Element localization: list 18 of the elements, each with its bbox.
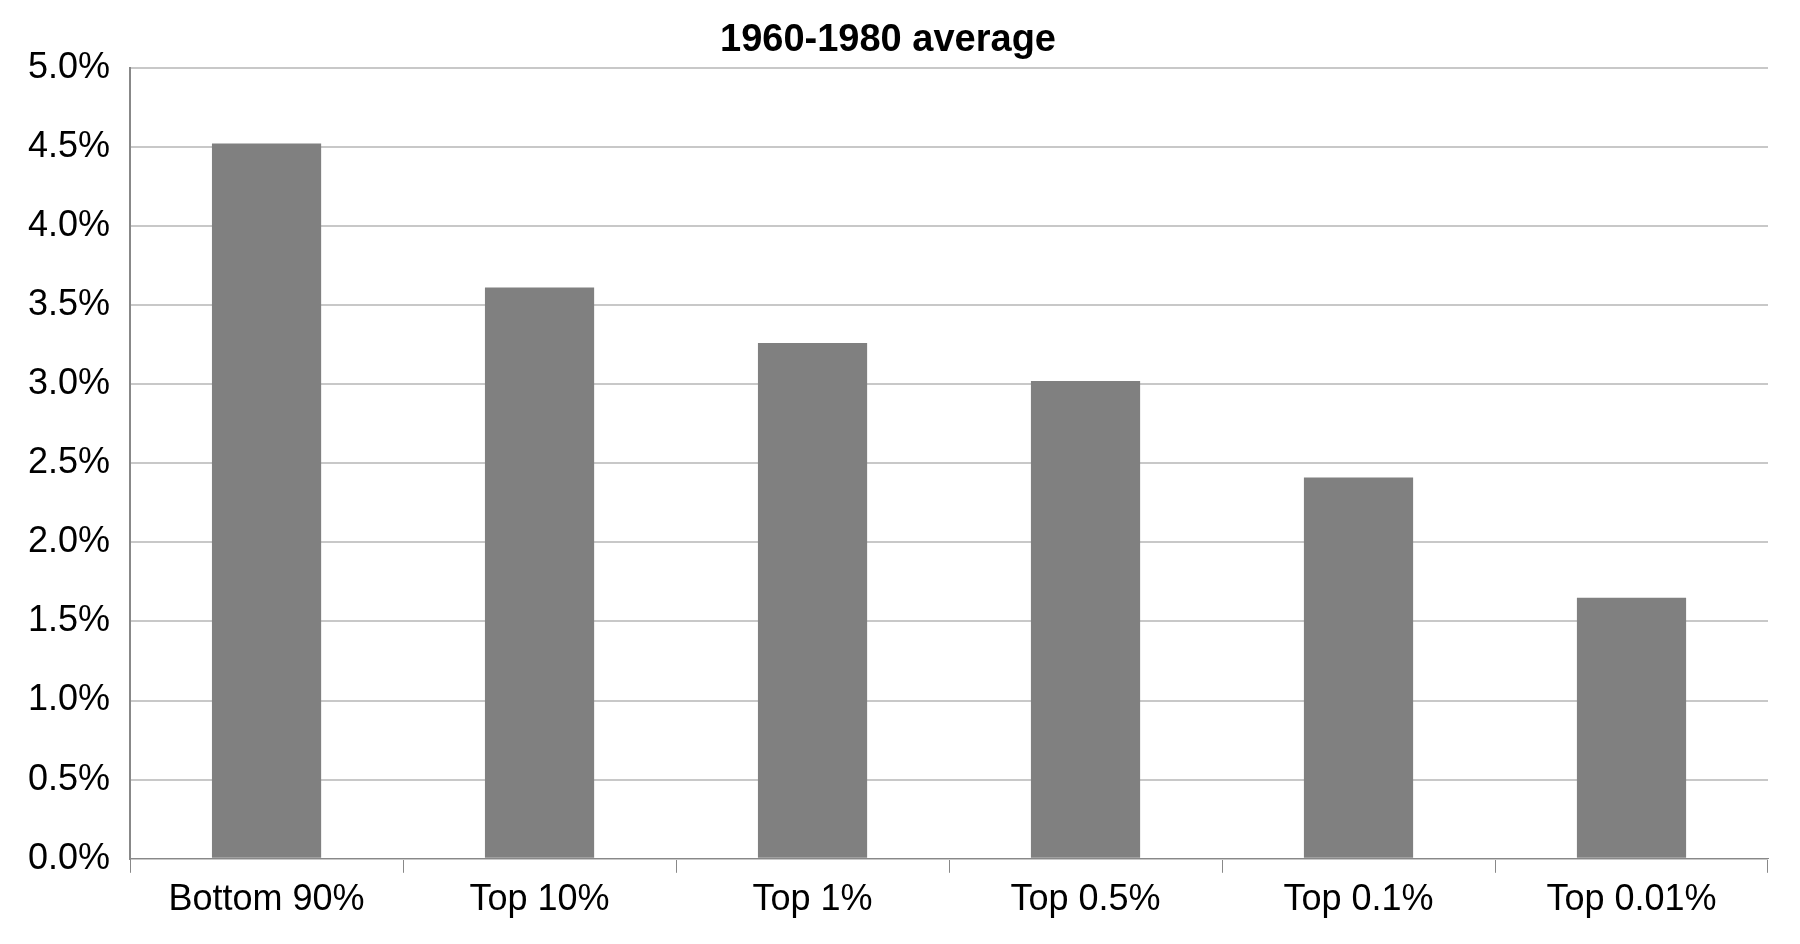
- y-tick-label: 0.0%: [27, 835, 111, 877]
- y-tick-label: 5.0%: [27, 44, 111, 86]
- x-tick-label: Bottom 90%: [168, 877, 365, 919]
- y-tick-label: 4.5%: [27, 123, 111, 165]
- y-tick-label: 2.5%: [27, 440, 111, 482]
- x-tick-label: Top 0.01%: [1546, 877, 1717, 919]
- x-tick-label: Top 1%: [752, 877, 873, 919]
- x-tick-label: Top 0.1%: [1283, 877, 1434, 919]
- y-tick-label: 4.0%: [27, 202, 111, 244]
- chart-title: 1960-1980 average: [720, 17, 1056, 60]
- y-tick-label: 3.5%: [27, 281, 111, 323]
- x-tick-label: Top 10%: [469, 877, 610, 919]
- x-tick-label: Top 0.5%: [1010, 877, 1161, 919]
- y-tick-label: 1.0%: [27, 677, 111, 719]
- y-tick-label: 2.0%: [27, 519, 111, 561]
- y-tick-label: 1.5%: [27, 598, 111, 640]
- y-tick-label: 3.0%: [27, 361, 111, 402]
- y-tick-label: 0.5%: [27, 756, 111, 798]
